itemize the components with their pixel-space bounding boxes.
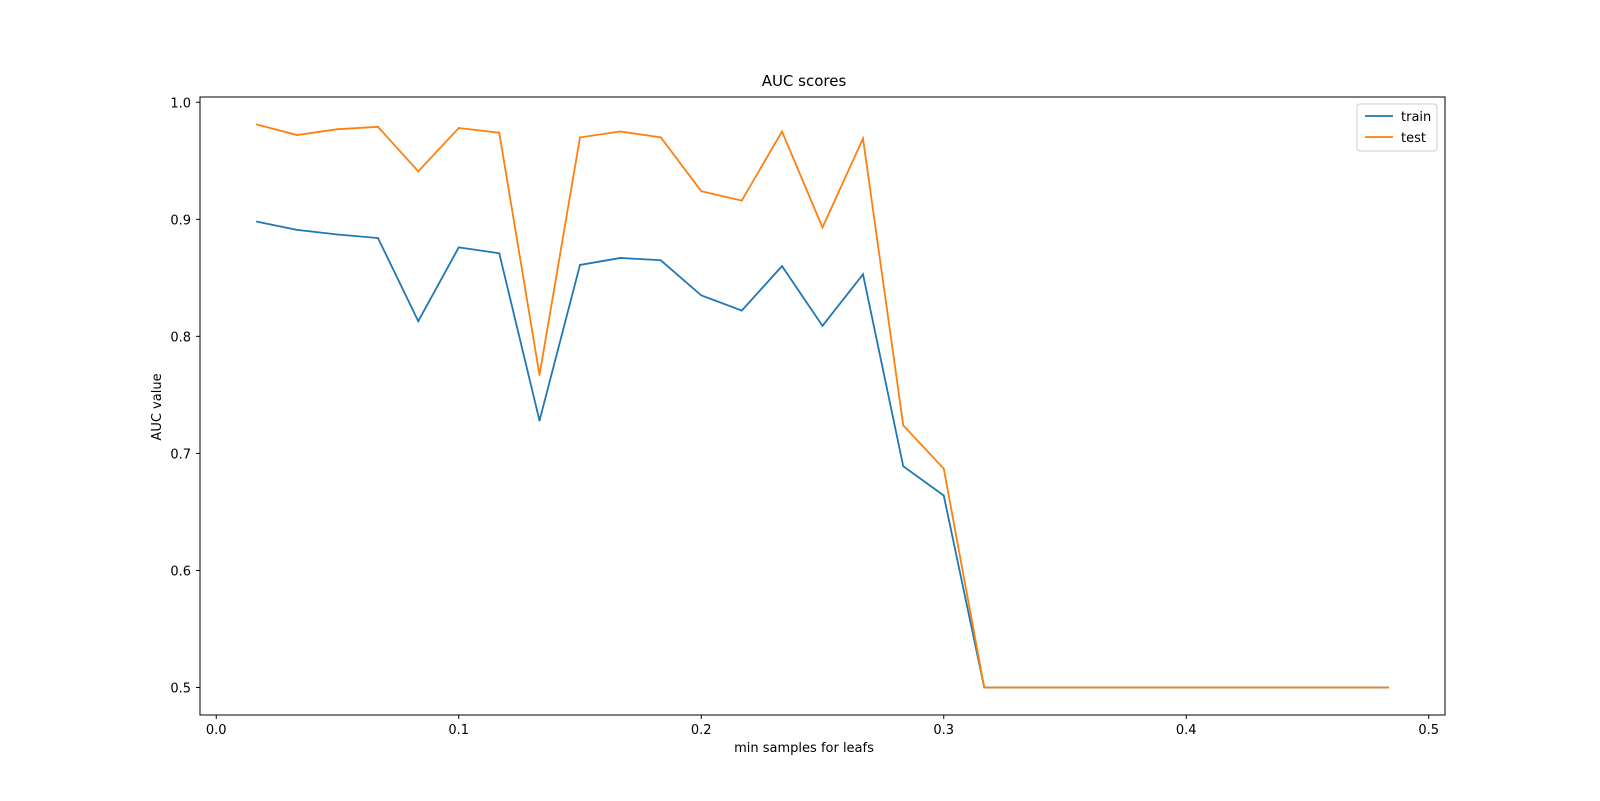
data-point-test <box>659 136 662 139</box>
data-point-test <box>1104 686 1107 689</box>
y-tick-label: 0.8 <box>170 330 191 345</box>
x-tick-label: 0.5 <box>1418 723 1439 738</box>
data-point-test <box>902 424 905 427</box>
data-point-test <box>862 137 864 140</box>
y-tick-label: 0.9 <box>170 213 191 228</box>
data-point-test <box>1185 686 1188 689</box>
data-point-train <box>538 419 541 422</box>
data-point-test <box>579 136 581 139</box>
y-axis-ticks: 0.5 0.6 0.7 0.8 0.9 1.0 <box>170 96 200 696</box>
y-tick-label: 0.5 <box>170 681 191 696</box>
data-point-test <box>700 190 703 193</box>
x-tick-label: 0.2 <box>691 723 712 738</box>
series-layer <box>255 123 1390 689</box>
data-point-train <box>700 294 703 297</box>
data-point-test <box>942 467 945 470</box>
data-point-train <box>781 265 783 268</box>
data-point-train <box>659 259 662 262</box>
data-point-test <box>498 131 501 134</box>
x-axis-label: min samples for leafs <box>734 741 874 756</box>
data-point-train <box>740 309 743 312</box>
data-point-test <box>1144 686 1147 689</box>
data-point-test <box>983 686 986 689</box>
data-point-train <box>619 257 622 259</box>
data-point-test <box>1064 686 1066 689</box>
data-point-train <box>296 228 298 231</box>
data-point-test <box>457 127 460 129</box>
data-point-train <box>255 220 258 223</box>
series-line-train <box>256 220 1389 689</box>
data-point-train <box>457 246 460 249</box>
data-point-test <box>740 199 743 202</box>
data-point-train <box>942 494 945 497</box>
data-point-train <box>336 233 339 236</box>
data-point-test <box>1023 686 1026 689</box>
data-point-test <box>255 123 258 126</box>
data-point-train <box>821 324 824 327</box>
y-tick-label: 1.0 <box>170 96 191 111</box>
data-point-test <box>296 134 298 136</box>
data-point-train <box>498 252 501 255</box>
legend-label-train: train <box>1401 110 1431 125</box>
x-tick-label: 0.3 <box>933 723 954 738</box>
data-point-train <box>902 465 905 468</box>
legend-label-test: test <box>1401 131 1426 146</box>
chart-title: AUC scores <box>762 72 847 90</box>
plot-frame <box>199 96 1446 716</box>
data-point-test <box>781 130 783 133</box>
data-point-test <box>1387 686 1390 689</box>
data-point-train <box>417 320 420 323</box>
data-point-test <box>377 125 379 128</box>
data-point-test <box>417 170 420 173</box>
data-point-test <box>619 130 622 133</box>
data-point-test <box>1266 686 1268 689</box>
data-point-test <box>1306 686 1309 689</box>
x-axis-ticks: 0.0 0.1 0.2 0.3 0.4 0.5 <box>206 715 1439 738</box>
data-point-test <box>821 226 824 229</box>
legend: train test <box>1356 103 1438 152</box>
x-tick-label: 0.0 <box>206 723 227 738</box>
series-line-test <box>256 123 1389 689</box>
y-tick-label: 0.6 <box>170 564 191 579</box>
data-point-test <box>538 374 541 376</box>
data-point-train <box>862 273 864 276</box>
data-point-test <box>336 128 339 131</box>
data-point-test <box>1347 686 1349 689</box>
x-tick-label: 0.1 <box>448 723 469 738</box>
y-tick-label: 0.7 <box>170 447 191 462</box>
y-axis-label: AUC value <box>150 373 165 440</box>
data-point-test <box>1225 686 1228 689</box>
x-tick-label: 0.4 <box>1176 723 1197 738</box>
data-point-train <box>377 237 379 239</box>
data-point-train <box>579 264 581 266</box>
